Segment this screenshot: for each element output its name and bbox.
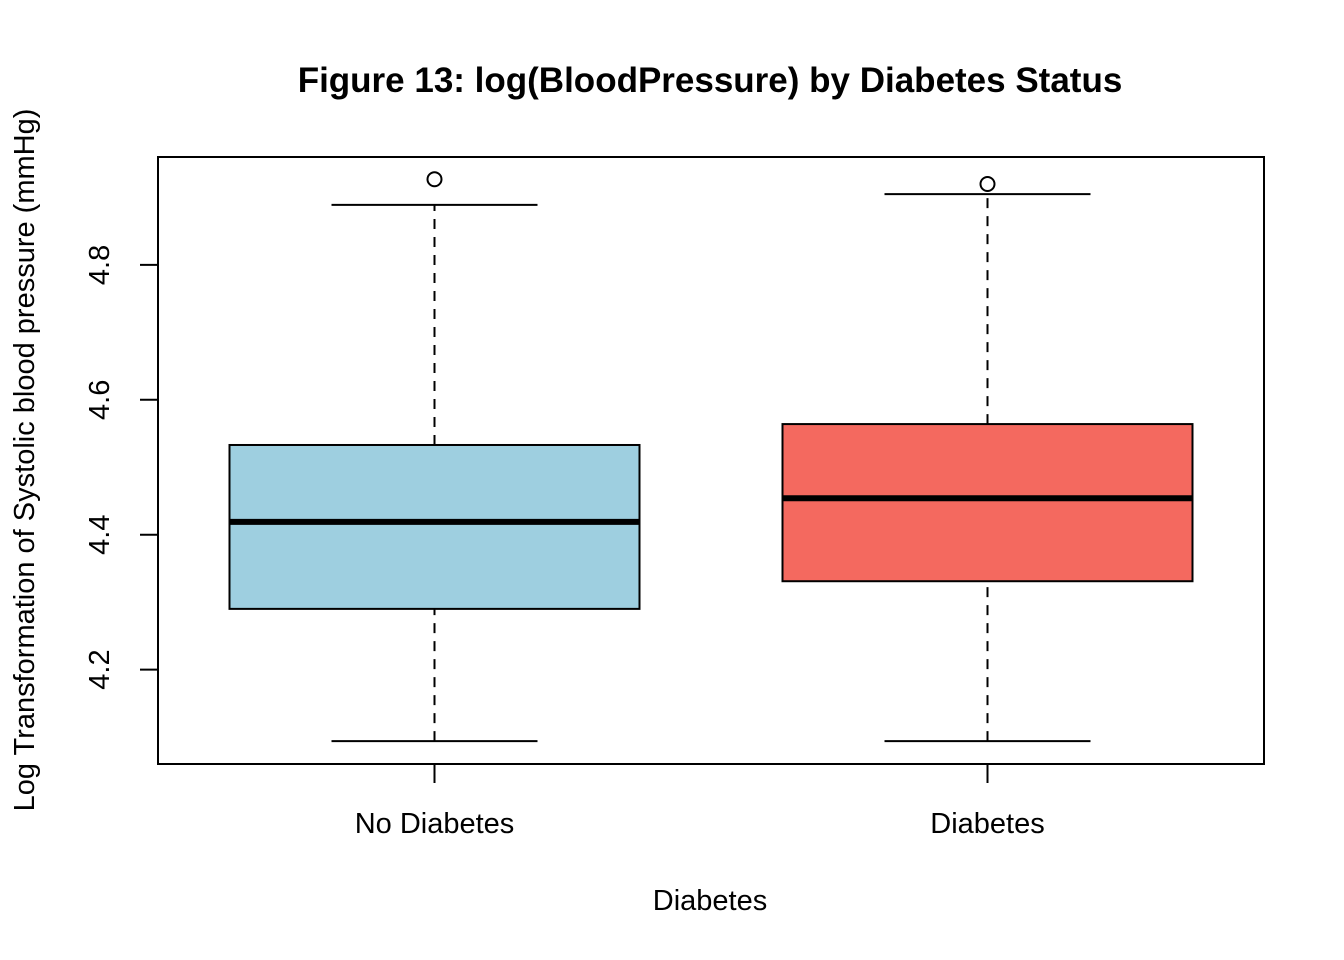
- iqr-box: [228, 443, 641, 610]
- x-tick-label: Diabetes: [930, 808, 1044, 840]
- iqr-box: [781, 423, 1194, 583]
- y-tick-label: 4.4: [84, 515, 116, 555]
- boxes-layer: [228, 171, 1194, 743]
- y-tick-label: 4.6: [84, 380, 116, 420]
- x-axis-label: Diabetes: [653, 885, 767, 917]
- y-tick-label: 4.2: [84, 649, 116, 689]
- box-2: [781, 175, 1194, 743]
- y-axis: 4.2 4.4 4.6 4.8: [84, 245, 159, 690]
- chart-title: Figure 13: log(BloodPressure) by Diabete…: [298, 61, 1123, 100]
- x-tick-label: No Diabetes: [355, 808, 515, 840]
- x-axis: No Diabetes Diabetes: [355, 764, 1045, 840]
- outlier-point: [979, 175, 996, 192]
- outlier-point: [426, 171, 443, 188]
- y-axis-label: Log Transformation of Systolic blood pre…: [9, 109, 41, 812]
- y-tick-label: 4.8: [84, 245, 116, 285]
- box-1: [228, 171, 641, 743]
